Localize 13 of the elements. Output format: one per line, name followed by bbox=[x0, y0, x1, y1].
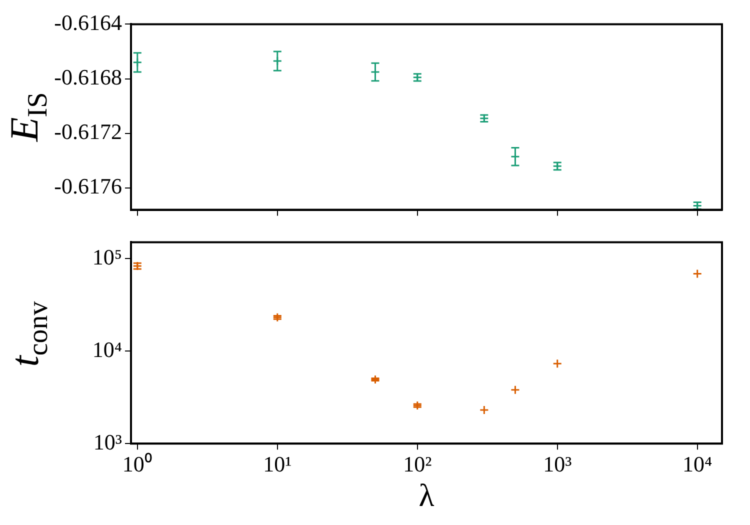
x-tick-label: 10² bbox=[403, 452, 432, 477]
y-tick-label: 10³ bbox=[93, 429, 122, 454]
y-tick-label: -0.6164 bbox=[54, 10, 122, 35]
y-tick-label: -0.6176 bbox=[54, 174, 122, 199]
x-tick-label: 10⁴ bbox=[682, 452, 713, 477]
y-tick-label: 10⁵ bbox=[92, 244, 122, 270]
y-tick-label: 10⁴ bbox=[92, 336, 122, 362]
x-tick-label: 10⁰ bbox=[122, 452, 152, 477]
x-tick-label: 10¹ bbox=[263, 452, 292, 477]
y-tick-label: -0.6168 bbox=[54, 64, 122, 90]
y-tick-label: -0.6172 bbox=[54, 119, 122, 144]
x-axis-title: λ bbox=[418, 476, 436, 514]
x-tick-label: 10³ bbox=[543, 452, 572, 477]
